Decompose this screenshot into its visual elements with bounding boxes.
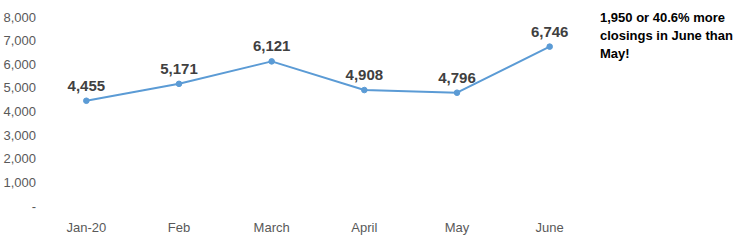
tick-mark — [39, 182, 40, 183]
y-tick-label: 2,000 — [3, 151, 36, 166]
tick-mark — [39, 40, 40, 41]
point — [176, 81, 182, 87]
tick-mark — [39, 87, 40, 88]
tick-mark — [39, 158, 40, 159]
data-label: 5,171 — [160, 60, 198, 77]
point — [84, 98, 90, 104]
point — [547, 44, 553, 50]
tick-mark — [39, 111, 40, 112]
data-label: 6,121 — [253, 37, 291, 54]
y-tick-label: 6,000 — [3, 57, 36, 72]
data-label: 4,908 — [346, 66, 384, 83]
data-label: 6,746 — [531, 23, 569, 40]
series-group — [84, 44, 553, 104]
y-tick-label: 7,000 — [3, 33, 36, 48]
tick-mark — [39, 64, 40, 65]
x-tick-label: Jan-20 — [66, 220, 106, 235]
x-tick-label: June — [536, 220, 564, 235]
point — [362, 87, 368, 93]
x-tick-label: April — [351, 220, 377, 235]
annotation: closings in June than — [600, 28, 733, 43]
x-tick-label: May — [445, 220, 470, 235]
annotation: May! — [600, 46, 630, 61]
tick-mark — [39, 206, 40, 207]
x-tick-label: Feb — [168, 220, 190, 235]
y-tick-label: 1,000 — [3, 175, 36, 190]
series-line — [86, 47, 549, 101]
data-label: 4,796 — [438, 69, 476, 86]
x-tick-label: March — [254, 220, 290, 235]
y-tick-label: 3,000 — [3, 128, 36, 143]
tick-mark — [39, 17, 40, 18]
chart: - 1,000 2,000 3,000 4,000 5,000 6,000 7,000 8,00… — [0, 0, 755, 245]
point — [269, 59, 275, 65]
y-tick-label: 8,000 — [3, 10, 36, 25]
point — [454, 90, 460, 96]
annotation: 1,950 or 40.6% more — [600, 10, 725, 25]
data-label: 4,455 — [68, 77, 106, 94]
y-tick-label: 4,000 — [3, 104, 36, 119]
tick-mark — [39, 135, 40, 136]
y-tick-label: 5,000 — [3, 80, 36, 95]
y-tick-label: - — [32, 199, 36, 214]
